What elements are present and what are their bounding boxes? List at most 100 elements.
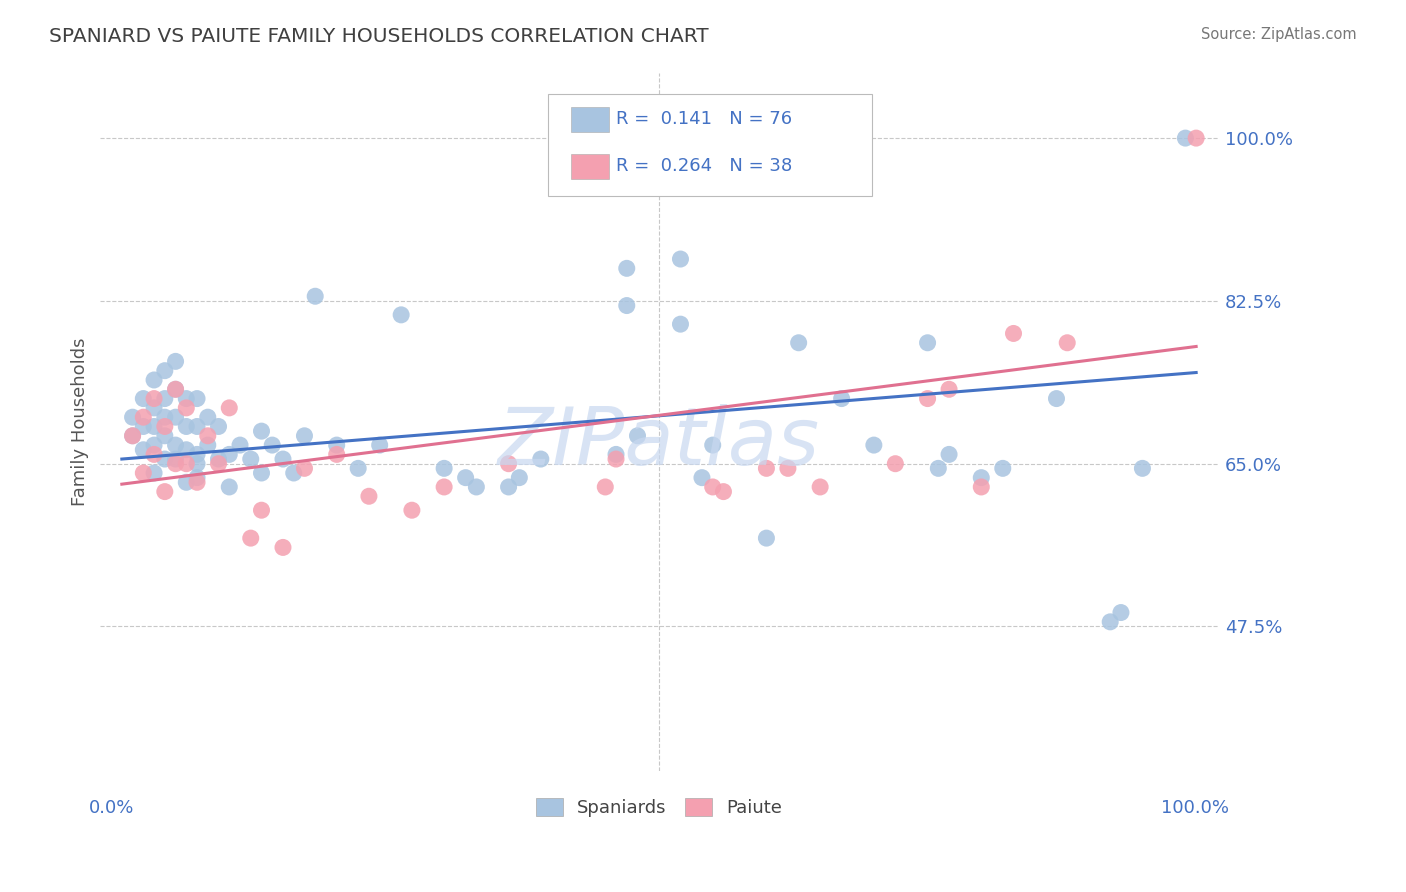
Point [357, 489, 380, 503]
Point [593, 480, 616, 494]
Point [917, 392, 939, 406]
Point [165, 438, 187, 452]
Point [262, 438, 284, 452]
Point [143, 373, 166, 387]
Point [143, 401, 166, 415]
Point [153, 419, 176, 434]
Point [153, 364, 176, 378]
Point [218, 401, 240, 415]
Point [176, 457, 198, 471]
Point [1185, 131, 1208, 145]
Point [1174, 131, 1197, 145]
Point [186, 447, 208, 461]
Point [433, 461, 456, 475]
Point [347, 461, 370, 475]
Point [325, 438, 347, 452]
Point [927, 461, 949, 475]
Point [143, 392, 166, 406]
Point [207, 452, 229, 467]
Point [776, 461, 799, 475]
Point [808, 480, 831, 494]
Point [831, 392, 853, 406]
Point [207, 457, 229, 471]
Point [143, 447, 166, 461]
Point [1002, 326, 1025, 341]
Point [991, 461, 1014, 475]
Point [970, 470, 993, 484]
Point [605, 447, 627, 461]
Point [787, 335, 810, 350]
Point [132, 442, 155, 457]
Point [186, 457, 208, 471]
Point [498, 480, 520, 494]
Point [186, 475, 208, 490]
Point [1045, 392, 1067, 406]
Text: ZIPatlas: ZIPatlas [498, 404, 820, 482]
Point [186, 470, 208, 484]
Point [132, 410, 155, 425]
Point [1056, 335, 1078, 350]
Point [197, 438, 219, 452]
Point [165, 354, 187, 368]
Point [186, 392, 208, 406]
Point [938, 447, 960, 461]
Point [755, 531, 778, 545]
Point [294, 429, 316, 443]
Point [271, 452, 294, 467]
Point [153, 392, 176, 406]
Text: R =  0.264   N = 38: R = 0.264 N = 38 [616, 157, 792, 175]
Point [605, 452, 627, 467]
Point [884, 457, 907, 471]
Point [165, 452, 187, 467]
Point [176, 392, 198, 406]
Point [132, 419, 155, 434]
Point [176, 401, 198, 415]
Text: 0.0%: 0.0% [89, 798, 135, 816]
Text: R =  0.141   N = 76: R = 0.141 N = 76 [616, 111, 792, 128]
Point [702, 438, 724, 452]
Point [250, 503, 273, 517]
Point [917, 335, 939, 350]
Point [132, 466, 155, 480]
Point [218, 447, 240, 461]
Point [121, 429, 143, 443]
Point [713, 484, 735, 499]
Point [690, 470, 713, 484]
Point [143, 419, 166, 434]
Point [197, 410, 219, 425]
Point [626, 429, 648, 443]
Point [368, 438, 391, 452]
Point [508, 470, 530, 484]
Point [143, 466, 166, 480]
Point [454, 470, 477, 484]
Point [239, 531, 262, 545]
Point [755, 461, 778, 475]
Point [165, 382, 187, 396]
Point [702, 480, 724, 494]
Point [325, 447, 347, 461]
Point [433, 480, 456, 494]
Point [176, 419, 198, 434]
Point [121, 410, 143, 425]
Point [153, 410, 176, 425]
Point [669, 252, 692, 266]
Point [218, 480, 240, 494]
Point [165, 410, 187, 425]
Point [271, 541, 294, 555]
Point [938, 382, 960, 396]
Point [186, 419, 208, 434]
Point [616, 261, 638, 276]
Point [250, 424, 273, 438]
Point [153, 429, 176, 443]
Point [389, 308, 412, 322]
Legend: Spaniards, Paiute: Spaniards, Paiute [529, 790, 789, 824]
Point [165, 382, 187, 396]
Point [465, 480, 488, 494]
Point [176, 475, 198, 490]
Point [153, 484, 176, 499]
Point [132, 392, 155, 406]
Point [294, 461, 316, 475]
Point [250, 466, 273, 480]
Point [239, 452, 262, 467]
Point [304, 289, 326, 303]
